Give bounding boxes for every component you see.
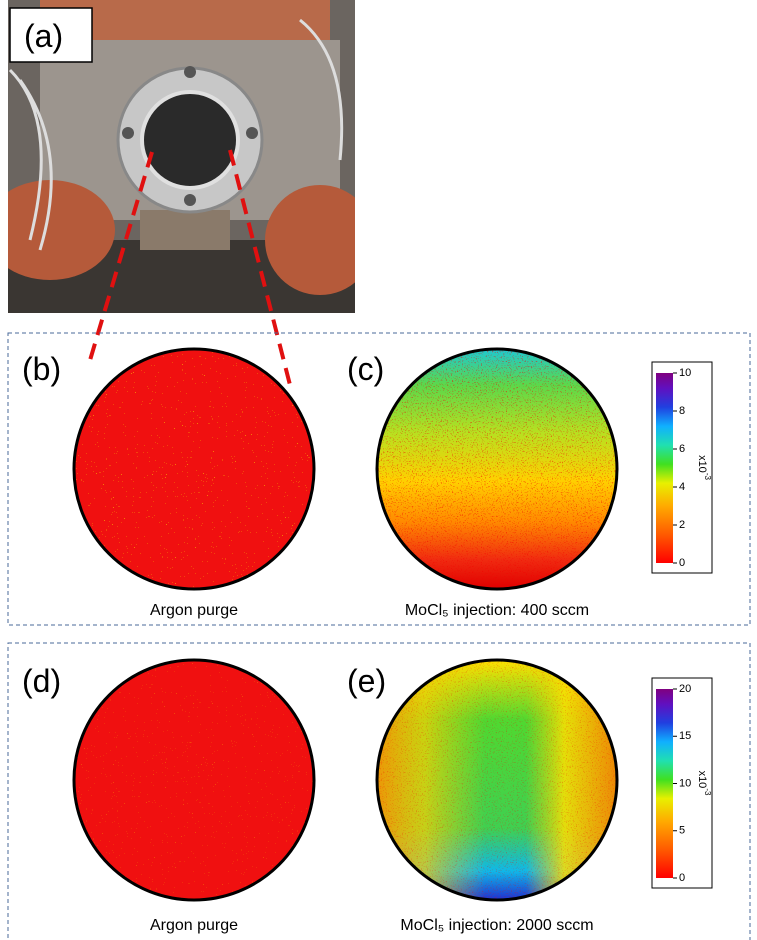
panel-label: (b) [22, 351, 61, 387]
unit-exponent: -3 [703, 788, 712, 796]
unit-exponent: -3 [703, 473, 712, 481]
map-e [375, 658, 619, 902]
colorbar-unit: x10-3 [696, 771, 712, 796]
map-c [375, 347, 619, 591]
tick-label: 10 [679, 367, 691, 379]
caption: Argon purge [150, 917, 238, 934]
tick-label: 4 [679, 481, 685, 493]
tick-label: 2 [679, 519, 685, 531]
caption: MoCl₅ injection: 400 sccm [405, 602, 589, 619]
tick-label: 0 [679, 872, 685, 884]
panel-label: (a) [24, 18, 63, 54]
tick-label: 5 [679, 825, 685, 837]
tick-label: 15 [679, 730, 691, 742]
photo [8, 0, 355, 313]
colorbar [656, 689, 673, 878]
panel-label: (d) [22, 663, 61, 699]
panel-box [7, 332, 751, 626]
tick-label: 0 [679, 557, 685, 569]
map-b [72, 347, 316, 591]
map-d [72, 658, 316, 902]
colorbar [656, 373, 673, 563]
tick-label: 20 [679, 683, 691, 695]
tick-label: 6 [679, 443, 685, 455]
unit-base: x10 [696, 455, 708, 473]
panel-label: (e) [347, 663, 386, 699]
zoom-lines [86, 149, 292, 386]
panel-box [7, 642, 751, 940]
panel-label: (c) [347, 351, 384, 387]
caption: MoCl₅ injection: 2000 sccm [400, 917, 593, 934]
caption: Argon purge [150, 602, 238, 619]
colorbar-unit: x10-3 [696, 455, 712, 480]
tick-label: 8 [679, 405, 685, 417]
unit-base: x10 [696, 771, 708, 789]
tick-label: 10 [679, 777, 691, 789]
label-box [9, 7, 93, 63]
